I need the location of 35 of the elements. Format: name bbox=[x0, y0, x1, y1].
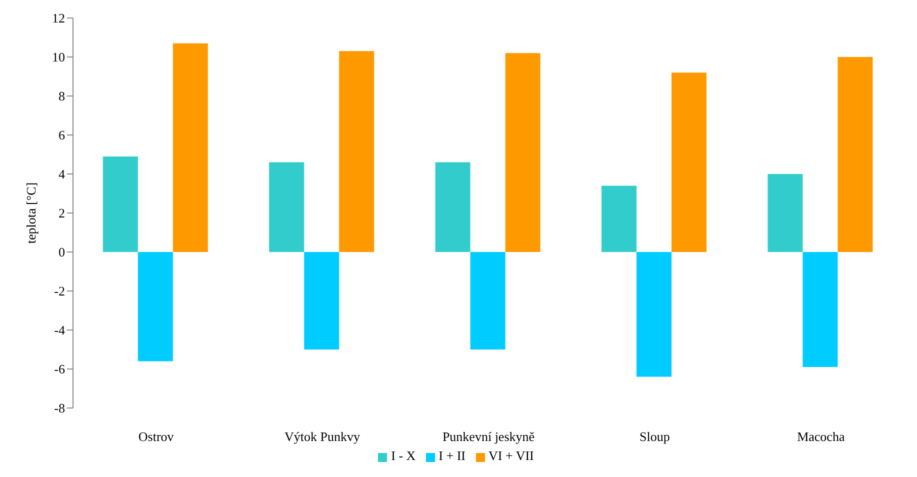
bar bbox=[102, 156, 138, 252]
bar bbox=[172, 43, 208, 252]
y-tick-label: -2 bbox=[54, 284, 65, 299]
bar bbox=[304, 252, 340, 350]
bar bbox=[672, 72, 707, 252]
x-tick-label: Punkevní jeskyně bbox=[442, 429, 535, 444]
y-tick-label: -6 bbox=[54, 362, 66, 377]
y-tick-label: 6 bbox=[58, 128, 66, 143]
legend-label: VI + VII bbox=[488, 448, 534, 463]
x-tick-label: Výtok Punkvy bbox=[284, 429, 361, 444]
x-tick-label: Macocha bbox=[797, 429, 845, 444]
y-tick-label: 0 bbox=[58, 244, 65, 260]
y-tick-label: 8 bbox=[58, 88, 65, 104]
x-tick-label: Ostrov bbox=[138, 429, 174, 444]
bar bbox=[138, 252, 173, 362]
x-tick-label: Sloup bbox=[640, 429, 670, 444]
y-tick-label: -4 bbox=[54, 322, 66, 338]
y-tick-label: 2 bbox=[58, 206, 65, 221]
y-tick-label: -8 bbox=[54, 400, 65, 416]
bar bbox=[269, 162, 304, 252]
bar bbox=[636, 252, 672, 377]
y-tick-label: 12 bbox=[52, 10, 65, 26]
legend-label: I + II bbox=[438, 448, 466, 463]
y-axis-title: teplota [°C] bbox=[24, 182, 39, 244]
bar bbox=[505, 53, 540, 252]
y-tick-label: 10 bbox=[52, 50, 65, 65]
bar bbox=[768, 174, 803, 252]
bar bbox=[339, 51, 374, 252]
bar bbox=[435, 162, 470, 252]
bar bbox=[602, 186, 637, 252]
bar bbox=[470, 252, 506, 350]
y-tick-label: 4 bbox=[58, 166, 66, 182]
bar bbox=[838, 57, 873, 252]
legend-label: I - X bbox=[391, 448, 416, 463]
bar bbox=[802, 252, 838, 368]
